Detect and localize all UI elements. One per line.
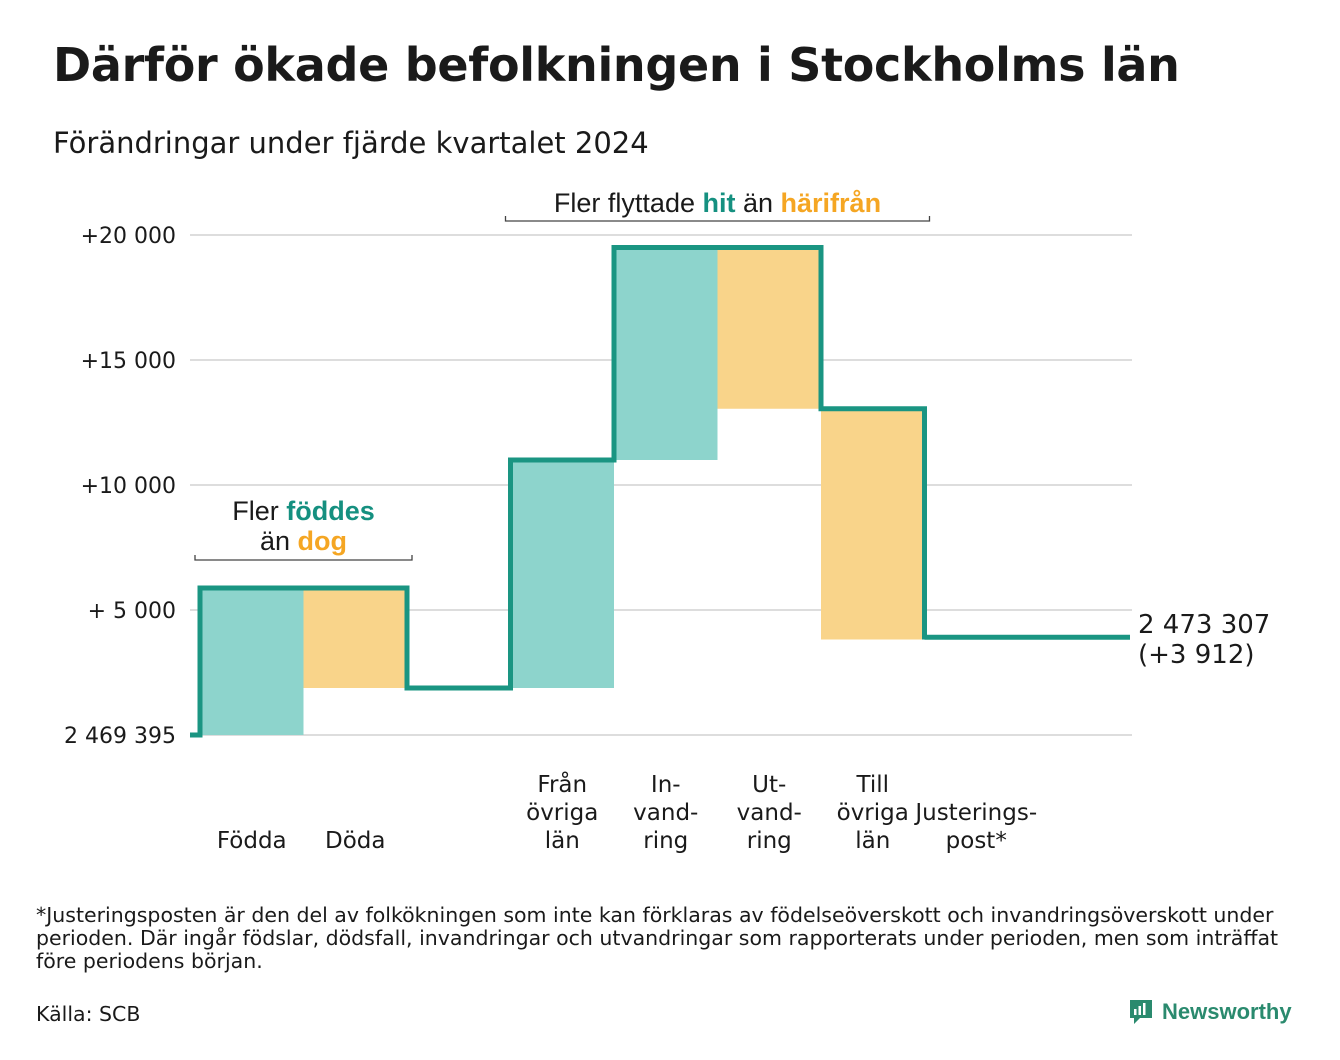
annotation-part: dog <box>298 526 347 556</box>
newsworthy-chart-icon <box>1130 1000 1152 1024</box>
y-tick-label: +15 000 <box>81 349 176 374</box>
x-category-label: vand- <box>737 800 802 826</box>
y-tick-label: 2 469 395 <box>64 724 176 749</box>
brand-name: Newsworthy <box>1162 999 1292 1024</box>
total-change-label: (+3 912) <box>1138 640 1255 670</box>
x-category-label: In- <box>651 772 681 798</box>
annotation-part: hit <box>702 188 735 218</box>
bar <box>303 588 407 688</box>
waterfall-line <box>190 245 1130 738</box>
bar <box>821 408 925 640</box>
source-note: Källa: SCB <box>36 1002 141 1026</box>
annotation-part: Fler <box>232 496 286 526</box>
annotation-bracket <box>504 216 931 222</box>
grid-lines <box>190 234 1132 736</box>
total-value-label: 2 473 307 <box>1138 610 1270 640</box>
annotation-part: Fler flyttade <box>554 188 703 218</box>
x-category-label: ring <box>747 828 792 854</box>
annotation-deaths: än dog <box>260 526 347 556</box>
annotation-births: Fler föddes <box>232 496 375 526</box>
bar <box>717 247 821 409</box>
step-line <box>190 245 1130 738</box>
brand-logo: Newsworthy <box>1128 998 1292 1026</box>
x-category-label: övriga <box>526 800 598 826</box>
x-category-label: län <box>545 828 580 854</box>
bar <box>510 460 614 688</box>
y-tick-label: +10 000 <box>81 474 176 499</box>
x-category-label: Justerings- <box>913 800 1037 826</box>
x-category-label: övriga <box>837 800 909 826</box>
waterfall-chart: 2 469 395 + 5 000 +10 000 +15 000 +20 000 Föd… <box>64 188 1270 854</box>
annotation-part: än <box>260 526 298 556</box>
footnote: *Justeringsposten är den del av folkökni… <box>36 903 1279 973</box>
x-category-label: län <box>855 828 890 854</box>
annotation-migration: Fler flyttade hit än härifrån <box>554 188 881 218</box>
annotation-part: föddes <box>286 496 375 526</box>
labels: 2 469 395 + 5 000 +10 000 +15 000 +20 000 Föd… <box>64 224 1270 854</box>
x-category-label: Från <box>537 770 587 798</box>
x-category-label: Till <box>855 772 889 798</box>
chart-title: Därför ökade befolkningen i Stockholms l… <box>53 38 1180 92</box>
annotation-bracket <box>194 555 413 561</box>
bar <box>200 588 304 735</box>
bars <box>200 247 925 735</box>
x-category-label: Döda <box>325 828 385 854</box>
chart-subtitle: Förändringar under fjärde kvartalet 2024 <box>53 126 649 160</box>
y-tick-label: + 5 000 <box>88 599 176 624</box>
x-category-label: post* <box>946 828 1007 854</box>
y-tick-label: +20 000 <box>81 224 176 249</box>
annotation-part: härifrån <box>781 188 882 218</box>
x-category-label: Ut- <box>752 772 786 798</box>
annotation-part: än <box>735 188 780 218</box>
x-category-label: Födda <box>217 828 287 854</box>
x-category-label: vand- <box>633 800 698 826</box>
bar <box>614 247 718 460</box>
x-category-label: ring <box>643 828 688 854</box>
